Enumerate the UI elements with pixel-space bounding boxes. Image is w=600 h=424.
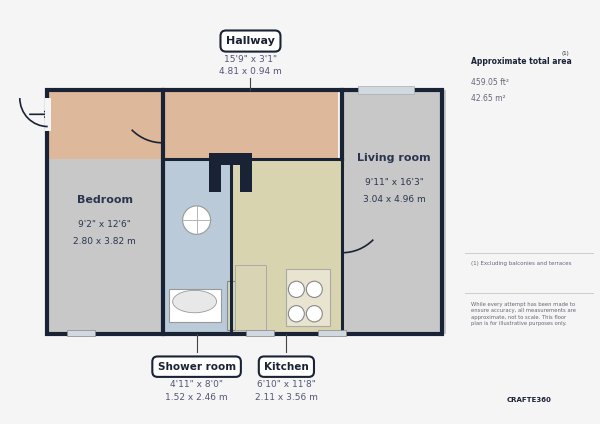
Text: 3.04 x 4.96 m: 3.04 x 4.96 m: [363, 195, 425, 204]
Text: 2.80 x 3.82 m: 2.80 x 3.82 m: [73, 237, 136, 246]
Text: (1): (1): [562, 51, 569, 56]
Bar: [235, 265, 266, 330]
Bar: [227, 281, 247, 330]
Text: Hallway: Hallway: [226, 36, 275, 46]
Bar: [47, 90, 163, 159]
Circle shape: [307, 281, 322, 298]
Bar: [163, 90, 338, 159]
Circle shape: [289, 281, 304, 298]
Text: 6'10" x 11'8": 6'10" x 11'8": [257, 380, 316, 390]
Text: Shower room: Shower room: [158, 362, 236, 372]
Text: Kitchen: Kitchen: [264, 362, 309, 372]
Bar: [209, 153, 253, 165]
Text: CRAFTE360: CRAFTE360: [507, 397, 552, 403]
Circle shape: [307, 306, 322, 322]
Text: 15'9" x 3'1": 15'9" x 3'1": [224, 55, 277, 64]
Text: 4.81 x 0.94 m: 4.81 x 0.94 m: [219, 67, 282, 76]
Bar: [286, 269, 330, 326]
Text: 9'2" x 12'6": 9'2" x 12'6": [79, 220, 131, 229]
Bar: [47, 90, 442, 334]
Text: Living room: Living room: [358, 153, 431, 163]
Text: While every attempt has been made to
ensure accuracy, all measurements are
appro: While every attempt has been made to ens…: [472, 301, 577, 326]
Bar: [67, 330, 95, 336]
Text: 4'11" x 8'0": 4'11" x 8'0": [170, 380, 223, 390]
Bar: [47, 90, 163, 334]
Text: (1) Excluding balconies and terraces: (1) Excluding balconies and terraces: [472, 261, 572, 266]
Bar: [247, 330, 274, 336]
Text: 2.11 x 3.56 m: 2.11 x 3.56 m: [255, 393, 318, 402]
Bar: [209, 159, 221, 192]
Bar: [163, 159, 230, 334]
Text: 459.05 ft²: 459.05 ft²: [472, 78, 509, 86]
Circle shape: [182, 206, 211, 234]
Text: 42.65 m²: 42.65 m²: [472, 94, 506, 103]
Bar: [319, 330, 346, 336]
Circle shape: [289, 306, 304, 322]
Text: Bedroom: Bedroom: [77, 195, 133, 205]
Bar: [45, 98, 51, 131]
Text: 9'11" x 16'3": 9'11" x 16'3": [365, 178, 424, 187]
Bar: [358, 86, 414, 94]
Bar: [230, 159, 342, 334]
Text: Approximate total area: Approximate total area: [472, 57, 572, 66]
Bar: [342, 90, 446, 334]
Bar: [169, 289, 221, 322]
Bar: [241, 159, 253, 192]
Ellipse shape: [173, 290, 217, 313]
Text: 1.52 x 2.46 m: 1.52 x 2.46 m: [165, 393, 228, 402]
